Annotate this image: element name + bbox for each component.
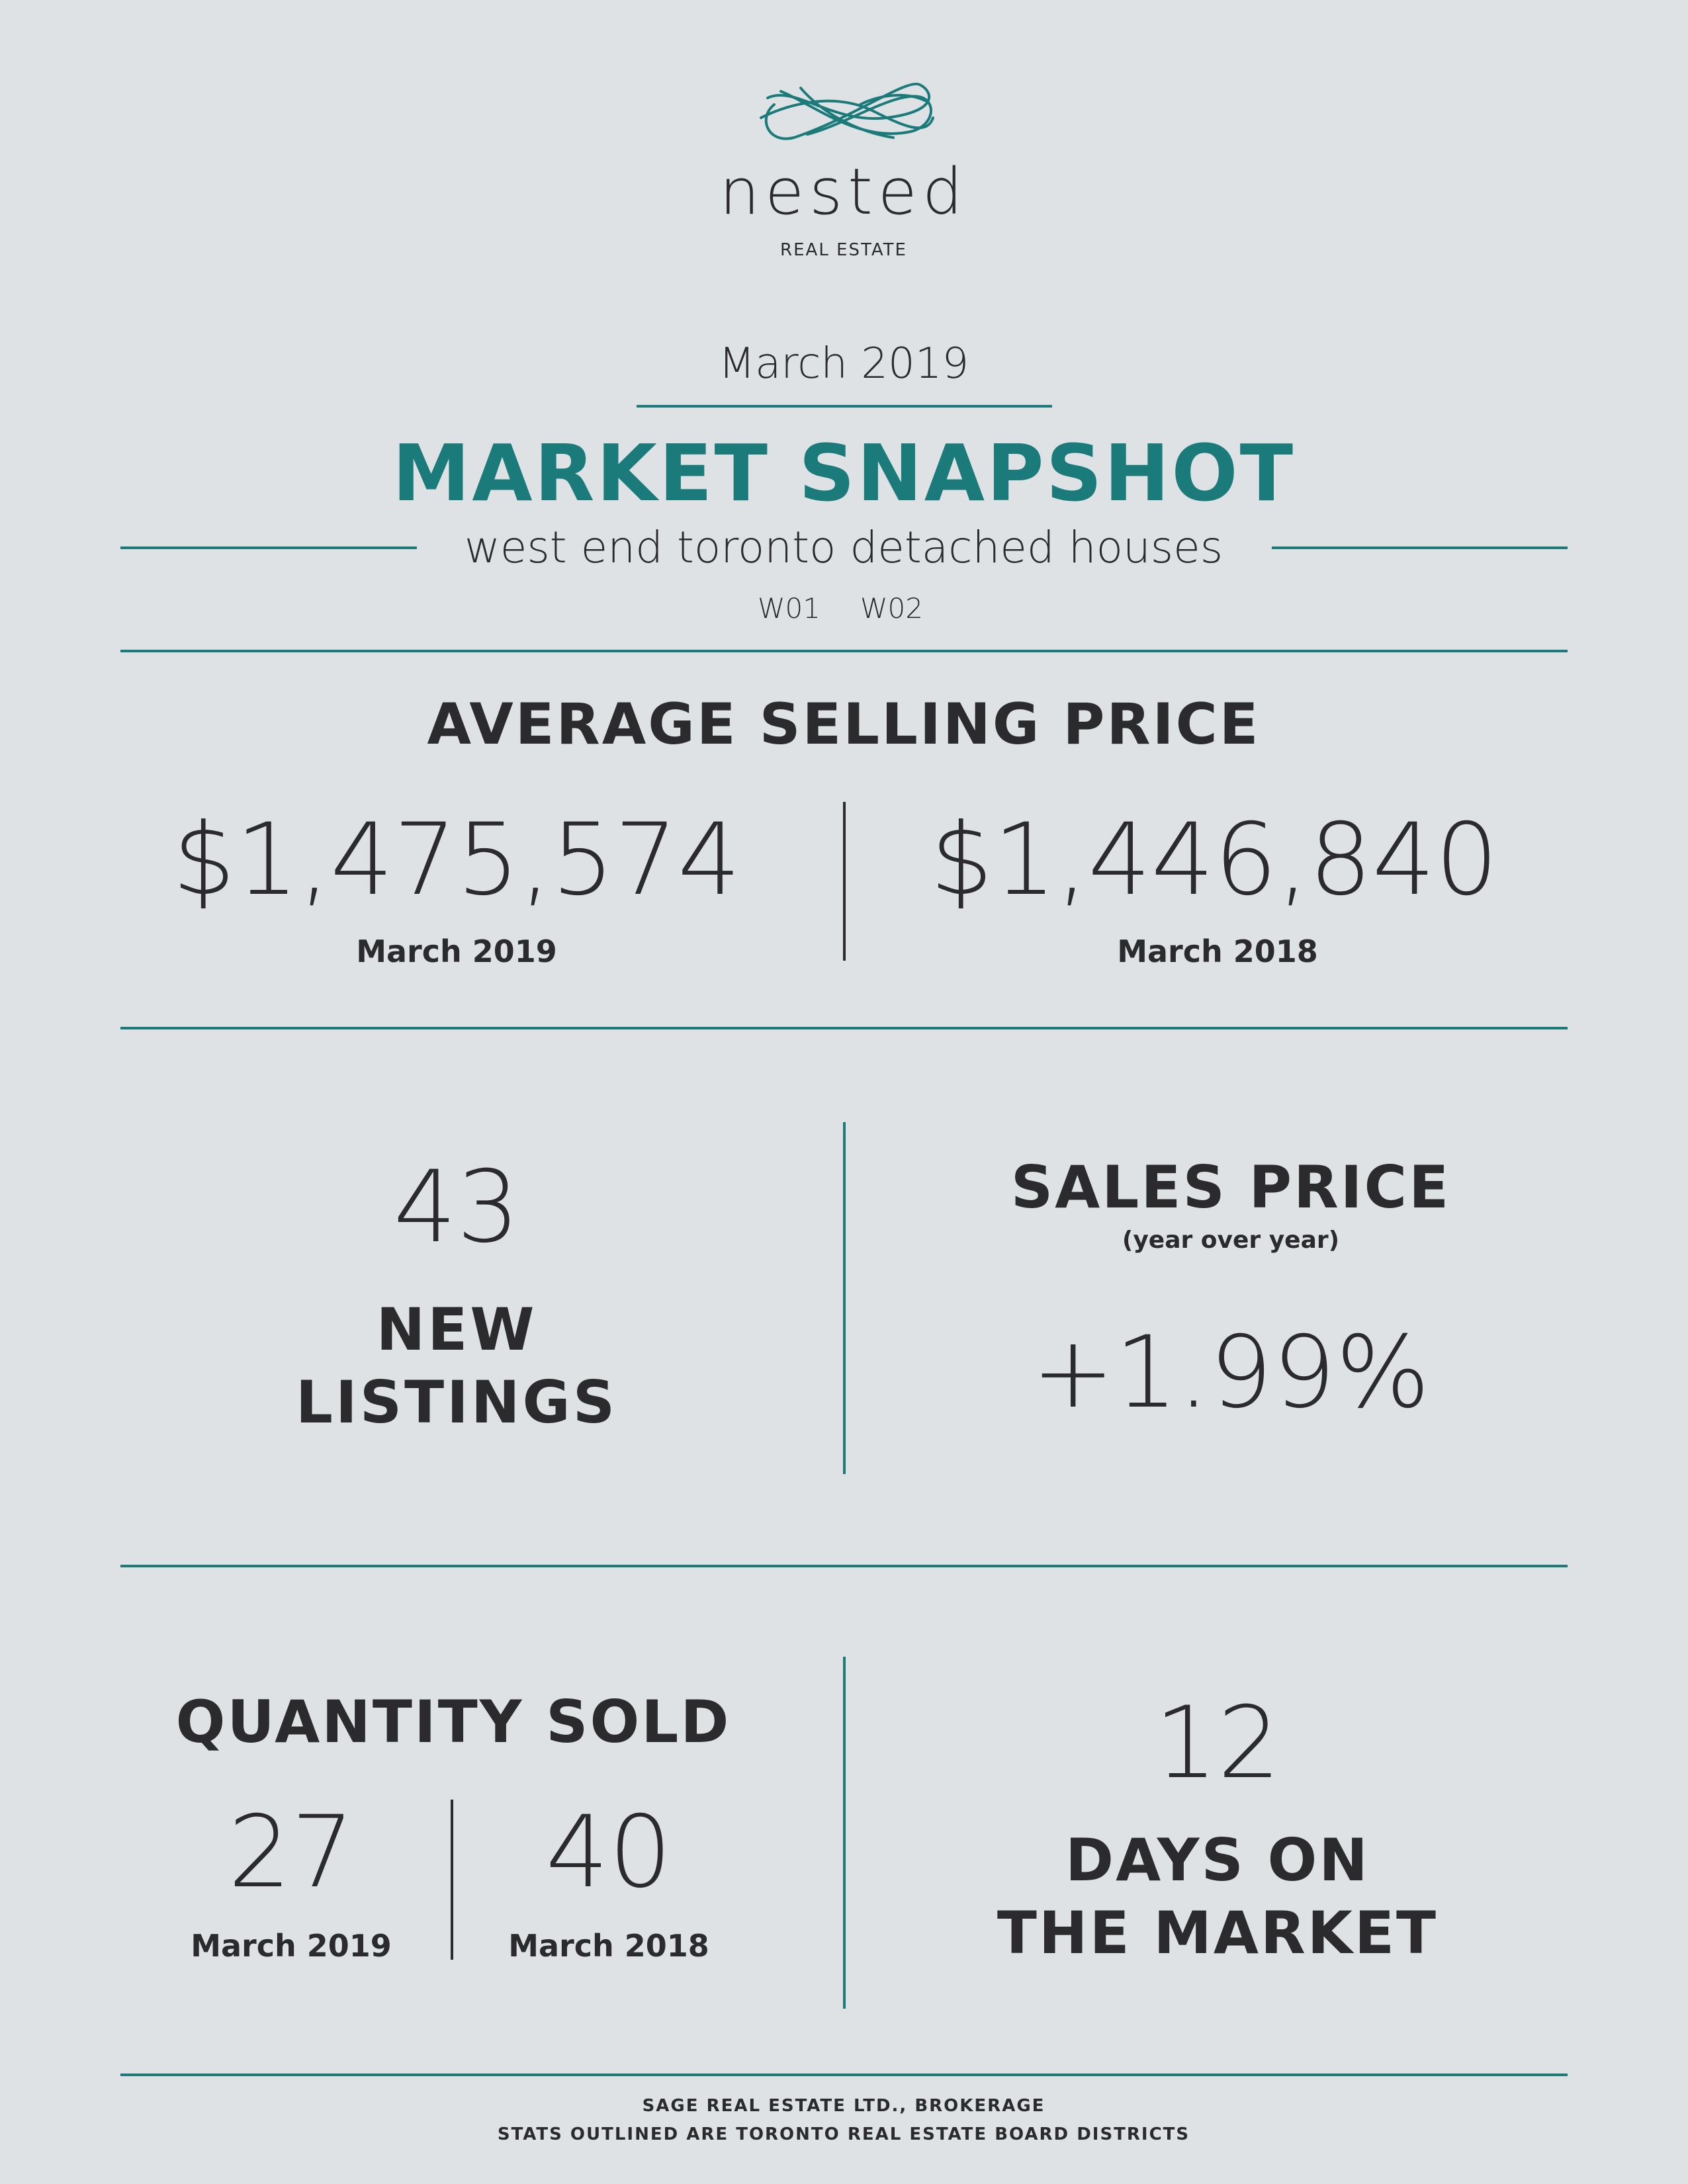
nest-logo-icon (760, 82, 934, 140)
sales-price-value: +1.99% (1031, 1315, 1431, 1430)
avg-price-heading: AVERAGE SELLING PRICE (427, 691, 1261, 758)
section-divider-2 (120, 1027, 1568, 1029)
quantity-sold-previous-label: March 2018 (508, 1928, 709, 1964)
sales-price-subheading: (year over year) (1122, 1227, 1340, 1254)
section-divider-3 (120, 1565, 1568, 1567)
days-on-market-label-line2: THE MARKET (997, 1899, 1439, 1967)
middle-vertical-divider (843, 1122, 846, 1474)
report-period: March 2019 (718, 339, 969, 388)
footer-disclaimer: STATS OUTLINED ARE TORONTO REAL ESTATE B… (497, 2124, 1190, 2144)
avg-price-previous-label: March 2018 (1117, 934, 1318, 969)
days-on-market-value: 12 (1154, 1686, 1281, 1801)
section-divider-4 (120, 2074, 1568, 2076)
subtitle-right-rule (1272, 546, 1568, 549)
avg-price-previous-value: $1,446,840 (930, 803, 1499, 918)
quantity-sold-separator (451, 1800, 453, 1960)
avg-price-current-value: $1,475,574 (172, 803, 741, 918)
brand-logo (754, 78, 940, 151)
footer-brokerage: SAGE REAL ESTATE LTD., BROKERAGE (642, 2096, 1045, 2116)
quantity-sold-heading: QUANTITY SOLD (175, 1688, 731, 1756)
new-listings-value: 43 (393, 1150, 520, 1265)
days-on-market-label-line1: DAYS ON (1065, 1826, 1370, 1894)
bottom-vertical-divider (843, 1657, 846, 2009)
brand-tagline: REAL ESTATE (780, 240, 907, 260)
quantity-sold-current-value: 27 (228, 1795, 355, 1910)
brand-name: nested (719, 155, 968, 229)
quantity-sold-current-label: March 2019 (191, 1928, 392, 1964)
subtitle-left-rule (120, 546, 417, 549)
district-w01: W01 (758, 592, 821, 625)
district-w02: W02 (860, 592, 923, 625)
new-listings-label-line2: LISTINGS (295, 1368, 618, 1436)
avg-price-current-label: March 2019 (356, 934, 557, 969)
section-divider-1 (120, 650, 1568, 652)
avg-price-separator (843, 802, 846, 961)
page-subtitle: west end toronto detached houses (464, 522, 1223, 573)
sales-price-heading: SALES PRICE (1010, 1153, 1451, 1221)
quantity-sold-previous-value: 40 (545, 1795, 672, 1910)
new-listings-label-line1: NEW (376, 1295, 537, 1364)
period-underline (637, 405, 1052, 408)
page-title: MARKET SNAPSHOT (392, 427, 1296, 519)
